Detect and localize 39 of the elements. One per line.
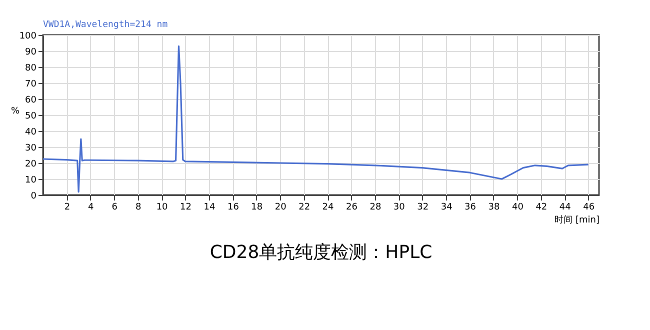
x-tick-label: 18: [251, 202, 263, 212]
x-tick-label: 14: [204, 202, 216, 212]
x-tick-label: 42: [536, 202, 548, 212]
y-tick-label: 20: [25, 160, 37, 170]
x-tick-label: 30: [393, 202, 406, 212]
y-tick-label: 60: [25, 96, 37, 106]
x-tick-label: 36: [464, 202, 476, 212]
y-tick-label: 50: [25, 112, 37, 122]
x-tick-label: 10: [156, 202, 168, 212]
x-tick-label: 32: [417, 202, 429, 212]
y-tick-label: 10: [25, 176, 37, 186]
x-tick-label: 46: [583, 202, 595, 212]
x-tick-label: 6: [112, 202, 118, 212]
y-tick-label: 70: [25, 80, 37, 90]
line-series: [42, 45, 590, 193]
x-tick-label: 28: [370, 202, 382, 212]
x-tick-label: 20: [274, 202, 287, 212]
x-tick-label: 44: [559, 202, 572, 212]
x-tick-label: 26: [346, 202, 358, 212]
text: CD28单抗纯度检测：HPLC: [210, 242, 432, 263]
x-tick-label: 24: [322, 202, 334, 212]
x-tick-label: 16: [227, 202, 240, 212]
x-tick-label: 22: [298, 202, 310, 212]
y-tick-label: 80: [25, 64, 37, 74]
x-tick-label: 4: [88, 202, 94, 212]
text: VWD1A,Wavelength=214 nm: [43, 20, 168, 30]
x-axis-title: 时间 [min]: [554, 214, 600, 226]
y-tick-label: 90: [25, 48, 37, 58]
x-tick-label: 8: [135, 202, 142, 212]
y-axis-title: %: [11, 106, 20, 116]
x-tick-label: 2: [64, 202, 70, 212]
y-tick-label: 100: [19, 32, 37, 42]
x-tick-label: 40: [512, 202, 524, 212]
y-tick-label: 40: [25, 128, 37, 138]
y-tick-label: 30: [25, 144, 37, 154]
x-tick-label: 38: [488, 202, 500, 212]
x-tick-label: 12: [180, 202, 192, 212]
x-tick-label: 34: [440, 202, 453, 212]
y-tick-label: 0: [30, 192, 37, 202]
